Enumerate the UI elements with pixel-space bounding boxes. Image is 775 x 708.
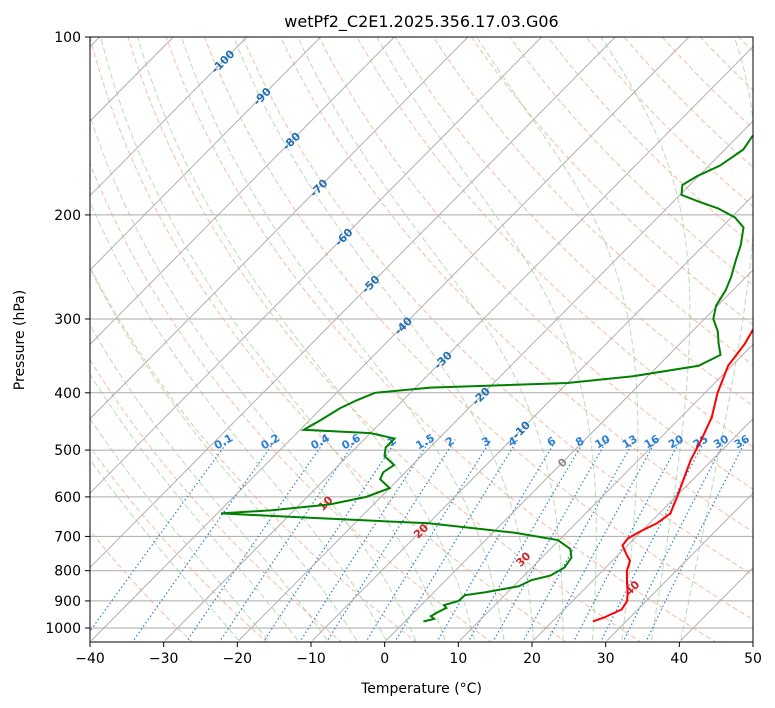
dry-adiabat — [90, 529, 193, 642]
moist-adiabat — [90, 267, 358, 641]
mixing-ratio-line — [325, 439, 456, 642]
moist-adiabats — [90, 37, 753, 641]
dry-adiabat — [356, 37, 753, 448]
isotherm — [90, 37, 248, 197]
y-tick-label: 900 — [54, 594, 81, 610]
dry-adiabat — [280, 37, 753, 533]
mixing-ratio-line — [546, 439, 658, 642]
y-tick-label: 400 — [54, 386, 81, 402]
y-tick-label: 200 — [54, 208, 81, 224]
mixing-ratio-line — [365, 439, 492, 642]
y-tick-label: 500 — [54, 443, 81, 459]
dry-adiabat — [470, 37, 753, 326]
y-tick-label: 1000 — [45, 621, 81, 637]
y-tick-label: 600 — [54, 490, 81, 506]
temperature-profile — [592, 327, 753, 623]
dry-adiabat — [127, 37, 642, 642]
x-tick-label: 20 — [523, 651, 541, 667]
isotherm — [459, 343, 753, 641]
moist-adiabat — [90, 323, 328, 641]
x-tick-label: −30 — [149, 651, 179, 667]
moist-adiabat — [233, 37, 534, 641]
moist-adiabat — [90, 458, 240, 641]
mixing-ratio-line — [572, 439, 682, 642]
x-axis-label: Temperature (°C) — [360, 681, 482, 697]
isotherm — [312, 194, 753, 641]
isotherm — [238, 120, 753, 641]
isotherm — [90, 37, 542, 494]
dry-adiabat — [394, 37, 753, 407]
x-tick-label: 50 — [744, 651, 762, 667]
moist-adiabat — [90, 200, 387, 641]
x-axis: −40 −30 −20 −10 0 10 20 30 40 50 — [75, 642, 762, 667]
mixing-ratio-line — [262, 439, 398, 642]
moist-adiabat — [297, 37, 564, 641]
isotherm — [90, 37, 395, 346]
moist-adiabat — [680, 37, 753, 641]
moist-adiabat — [100, 37, 446, 641]
dry-adiabat — [165, 37, 717, 642]
mixing-ratio-line — [436, 439, 557, 642]
dry-adiabat — [90, 358, 343, 642]
moist-adiabat — [376, 37, 597, 641]
mixing-ratio-line — [522, 439, 636, 642]
mixing-ratio-line — [299, 439, 431, 642]
x-tick-label: −40 — [75, 651, 105, 667]
y-tick-label: 700 — [54, 529, 81, 545]
x-tick-label: 30 — [597, 651, 615, 667]
y-tick-label: 800 — [54, 564, 81, 580]
x-tick-label: −20 — [223, 651, 253, 667]
y-axis-label: Pressure (hPa) — [12, 290, 28, 390]
chart-title: wetPf2_C2E1.2025.356.17.03.G06 — [284, 12, 558, 32]
mixing-ratio-line — [394, 439, 519, 642]
dry-adiabat — [90, 265, 418, 642]
isotherm — [90, 37, 321, 271]
dry-adiabat — [242, 37, 753, 576]
y-axis: 100 200 300 400 500 600 700 800 900 1000 — [45, 30, 90, 637]
mixing-ratio-line — [218, 439, 357, 642]
isotherm — [90, 37, 469, 420]
x-tick-label: 40 — [670, 651, 688, 667]
y-tick-label: 100 — [54, 30, 81, 46]
dry-adiabat — [203, 37, 753, 621]
dry-adiabat — [90, 162, 493, 642]
x-tick-label: −10 — [296, 651, 326, 667]
mixing-ratio-line — [131, 439, 277, 642]
isotherm — [385, 269, 753, 641]
x-tick-label: 0 — [380, 651, 389, 667]
moist-adiabat — [476, 37, 639, 641]
moist-adiabat — [137, 37, 476, 641]
moist-adiabat — [90, 417, 269, 641]
mixing-ratio-lines — [90, 439, 747, 642]
dewpoint-profile — [220, 134, 753, 623]
moist-adiabat — [90, 373, 299, 641]
dry-adiabats — [90, 37, 753, 642]
pressure-gridlines — [90, 37, 753, 629]
isotherm — [90, 37, 616, 569]
y-tick-label: 300 — [54, 312, 81, 328]
isotherm — [533, 418, 753, 641]
plot-frame — [89, 36, 754, 643]
isotherm — [164, 46, 753, 641]
isotherm — [91, 37, 690, 641]
isotherms — [90, 37, 753, 641]
mixing-ratio-line — [90, 439, 230, 633]
moist-adiabat — [600, 37, 691, 641]
dry-adiabat — [90, 37, 567, 642]
x-tick-label: 10 — [449, 651, 467, 667]
isotherm — [606, 492, 753, 641]
moist-adiabat — [180, 37, 505, 641]
